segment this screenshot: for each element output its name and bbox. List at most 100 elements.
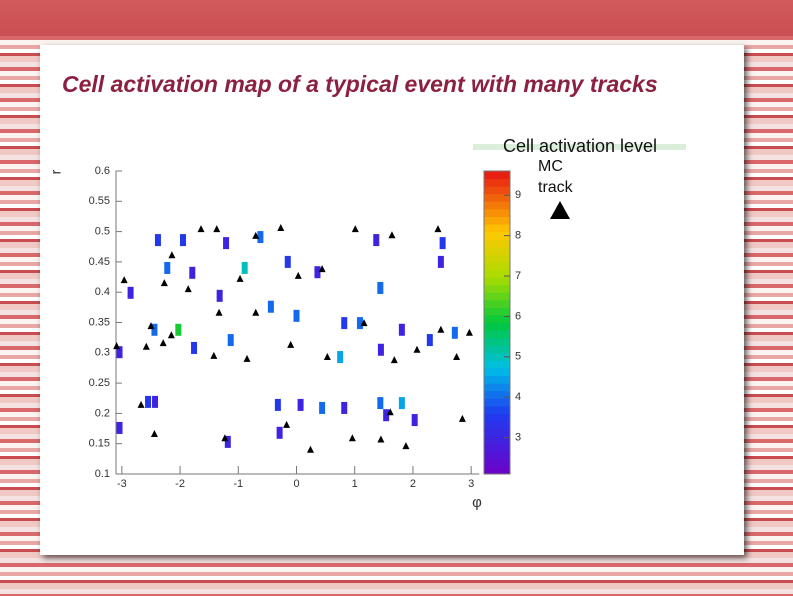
colorbar-band: [484, 208, 510, 217]
colorbar-band: [484, 420, 510, 430]
mc-track-marker: [294, 271, 302, 279]
y-tick-label: 0.6: [95, 165, 110, 177]
colorbar-band: [484, 360, 510, 369]
y-tick-label: 0.5: [95, 226, 110, 238]
cell: [267, 300, 274, 313]
colorbar-tick-label: 3: [515, 432, 521, 444]
mc-track-marker: [215, 308, 223, 316]
cell: [337, 351, 344, 364]
mc-track-marker: [283, 420, 291, 428]
colorbar-band: [484, 405, 510, 414]
mc-track-marker: [159, 339, 167, 347]
mc-track-marker: [167, 331, 175, 339]
colorbar-band: [484, 345, 510, 354]
mc-track-marker: [465, 328, 473, 336]
cell: [116, 346, 123, 359]
colorbar-band: [484, 436, 510, 445]
colorbar-tick-label: 9: [515, 189, 521, 201]
mc-track-marker: [377, 435, 385, 443]
mc-track-marker: [236, 274, 244, 282]
legend-marker: [550, 201, 570, 219]
mc-track-marker: [137, 400, 145, 408]
colorbar-band: [484, 284, 510, 293]
mc-track-marker: [360, 319, 368, 327]
mc-track-marker: [402, 442, 410, 450]
cell: [276, 426, 283, 439]
colorbar-band: [484, 186, 510, 195]
mc-track-marker: [252, 308, 260, 316]
cell: [398, 397, 405, 410]
cell: [439, 237, 446, 250]
mc-track-marker: [348, 434, 356, 442]
x-tick-label: -3: [117, 478, 127, 490]
colorbar-band: [484, 216, 510, 225]
cell: [152, 395, 159, 408]
colorbar-band: [484, 383, 510, 392]
cell: [151, 323, 158, 336]
mc-track-marker: [318, 265, 326, 273]
colorbar-band: [484, 178, 510, 187]
colorbar-band: [484, 322, 510, 331]
cell: [377, 343, 384, 356]
cell: [191, 341, 198, 354]
mc-track-marker: [120, 276, 128, 284]
cell: [116, 421, 123, 434]
colorbar-band: [484, 375, 510, 384]
mc-track-marker: [351, 225, 359, 233]
mc-track-marker: [147, 322, 155, 330]
y-tick-label: 0.25: [89, 377, 110, 389]
cell: [179, 234, 186, 247]
mc-track-marker: [388, 231, 396, 239]
colorbar-band: [484, 451, 510, 460]
cell: [223, 237, 230, 250]
mc-track-marker: [390, 356, 398, 364]
cell: [175, 323, 182, 336]
cell: [411, 414, 418, 427]
mc-track-marker: [113, 342, 121, 350]
colorbar-band: [484, 224, 510, 233]
mc-track-marker: [386, 408, 394, 416]
cell: [216, 289, 223, 302]
mc-track-marker: [306, 445, 314, 453]
colorbar-band: [484, 314, 510, 323]
cell: [154, 234, 161, 247]
x-tick-label: 3: [468, 478, 474, 490]
mc-track-marker: [150, 430, 158, 438]
mc-track-marker: [413, 345, 421, 353]
x-tick-label: -1: [233, 478, 243, 490]
cell: [127, 286, 134, 299]
y-tick-label: 0.1: [95, 468, 110, 480]
y-tick-label: 0.35: [89, 316, 110, 328]
cell: [227, 334, 234, 347]
colorbar-band: [484, 398, 510, 407]
x-axis-label: φ: [472, 494, 482, 511]
cell: [284, 255, 291, 268]
colorbar-band: [484, 330, 510, 339]
colorbar-band: [484, 307, 510, 316]
mc-track-marker: [287, 340, 295, 348]
cell: [164, 261, 171, 274]
cell: [373, 234, 380, 247]
colorbar-tick-label: 4: [515, 391, 521, 403]
colorbar-band: [484, 254, 510, 263]
x-tick-label: 1: [352, 478, 358, 490]
mc-track-marker: [221, 434, 229, 442]
cell: [451, 326, 458, 339]
mc-track-marker: [213, 225, 221, 233]
mc-track-marker: [434, 225, 442, 233]
x-tick-label: 0: [293, 478, 299, 490]
colorbar-band: [484, 277, 510, 286]
colorbar-title: Cell activation level: [503, 136, 657, 156]
colorbar-tick-label: 6: [515, 310, 521, 322]
colorbar-band: [484, 171, 510, 180]
cell: [224, 435, 231, 448]
colorbar-frame: [483, 170, 511, 475]
cell: [341, 317, 348, 330]
cell: [293, 309, 300, 322]
colorbar-band: [484, 261, 510, 270]
top-band: [0, 0, 793, 36]
cell: [377, 397, 384, 410]
mc-track-marker: [160, 279, 168, 287]
